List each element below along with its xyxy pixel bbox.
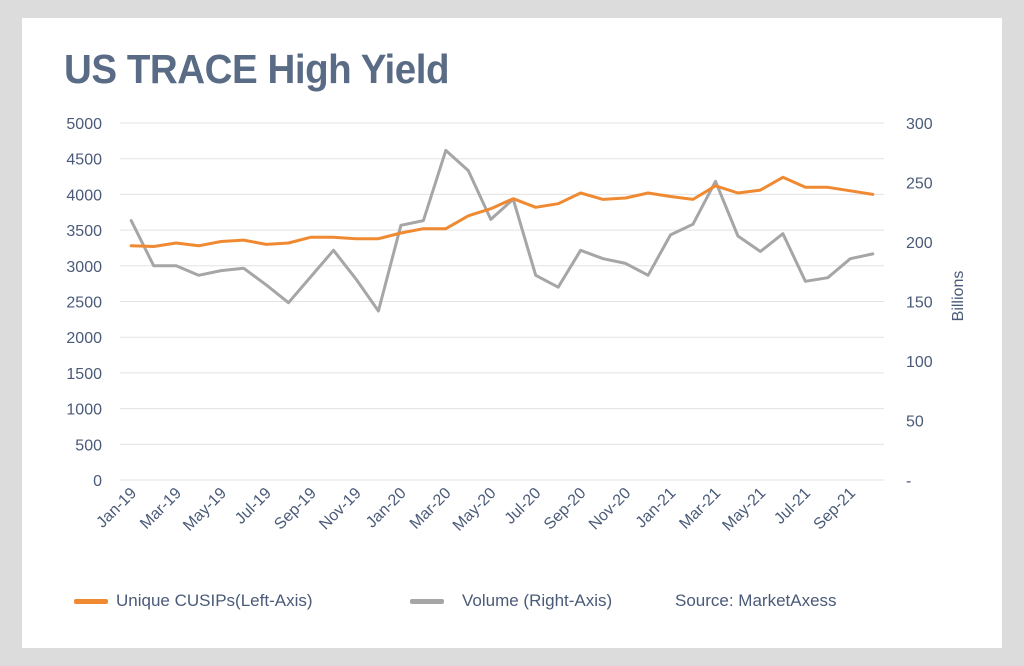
- x-tick-label: May-20: [450, 485, 500, 535]
- left-tick-label: 4000: [66, 187, 102, 204]
- left-tick-label: 3500: [66, 223, 102, 240]
- left-tick-label: 500: [75, 437, 102, 454]
- x-tick-label: Jul-19: [232, 485, 275, 528]
- right-tick-label: 300: [906, 116, 933, 133]
- right-tick-label: 100: [906, 354, 933, 371]
- legend-label-volume: Volume (Right-Axis): [462, 591, 613, 610]
- source-note: Source: MarketAxess: [675, 591, 837, 611]
- x-tick-label: Nov-20: [586, 485, 635, 534]
- legend-label-cusips: Unique CUSIPs(Left-Axis): [116, 591, 313, 610]
- left-tick-label: 2500: [66, 295, 102, 312]
- left-axis-ticks: 0 500 1000 1500 2000 2500 3000 3500 4000 4500 5000: [66, 116, 102, 490]
- legend-swatch-cusips: [74, 598, 108, 604]
- right-tick-label: -: [906, 473, 911, 490]
- chart-card: US TRACE High Yield 0 500 1000 1500 2000 2500…: [22, 18, 1002, 648]
- x-tick-label: Sep-20: [541, 485, 590, 534]
- x-tick-label: Jul-21: [771, 485, 814, 528]
- series-line-cusips: [129, 175, 875, 248]
- series-lines: [129, 148, 875, 313]
- x-tick-label: Nov-19: [316, 485, 365, 534]
- legend-item-volume: Volume (Right-Axis): [410, 591, 612, 611]
- left-tick-label: 5000: [66, 116, 102, 133]
- x-tick-label: Jan-19: [93, 485, 140, 532]
- right-tick-label: 150: [906, 295, 933, 312]
- x-tick-label: Jan-21: [633, 485, 680, 532]
- x-tick-label: Mar-21: [676, 485, 724, 533]
- x-tick-label: Mar-19: [137, 485, 185, 533]
- right-tick-label: 250: [906, 176, 933, 193]
- legend-item-cusips: Unique CUSIPs(Left-Axis): [74, 591, 313, 611]
- left-tick-label: 4500: [66, 152, 102, 169]
- x-tick-label: Jan-20: [363, 485, 410, 532]
- left-tick-label: 2000: [66, 330, 102, 347]
- x-tick-label: May-21: [719, 485, 769, 535]
- x-tick-label: Mar-20: [407, 485, 455, 533]
- right-axis-ticks: - 50 100 150 200 250 300: [906, 116, 933, 490]
- right-axis-title: Billions: [950, 271, 967, 322]
- left-tick-label: 3000: [66, 259, 102, 276]
- left-tick-label: 1000: [66, 402, 102, 419]
- x-tick-label: Sep-19: [271, 485, 320, 534]
- x-tick-label: May-19: [180, 485, 230, 535]
- left-tick-label: 1500: [66, 366, 102, 383]
- gridlines: [120, 122, 884, 481]
- line-chart: 0 500 1000 1500 2000 2500 3000 3500 4000 4500 5000…: [66, 116, 967, 535]
- source-label: Source: MarketAxess: [675, 591, 837, 610]
- left-tick-label: 0: [93, 473, 102, 490]
- x-tick-label: Jul-20: [502, 485, 545, 528]
- legend-swatch-volume: [410, 598, 444, 604]
- chart-title: US TRACE High Yield: [64, 46, 450, 92]
- series-line-volume: [129, 148, 875, 313]
- x-tick-label: Sep-21: [811, 485, 860, 534]
- right-tick-label: 200: [906, 235, 933, 252]
- right-tick-label: 50: [906, 414, 924, 431]
